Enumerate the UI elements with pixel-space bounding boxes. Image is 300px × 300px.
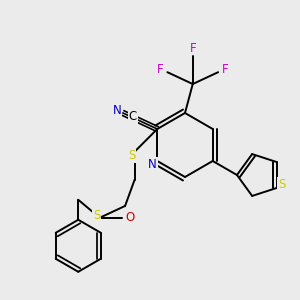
Text: S: S <box>93 209 100 222</box>
Text: F: F <box>222 63 229 76</box>
Text: N: N <box>112 104 121 117</box>
Text: F: F <box>190 41 196 55</box>
Text: S: S <box>128 149 135 162</box>
Text: S: S <box>278 178 285 191</box>
Text: F: F <box>157 63 164 76</box>
Text: C: C <box>129 110 137 123</box>
Text: N: N <box>148 158 157 170</box>
Text: O: O <box>125 211 134 224</box>
